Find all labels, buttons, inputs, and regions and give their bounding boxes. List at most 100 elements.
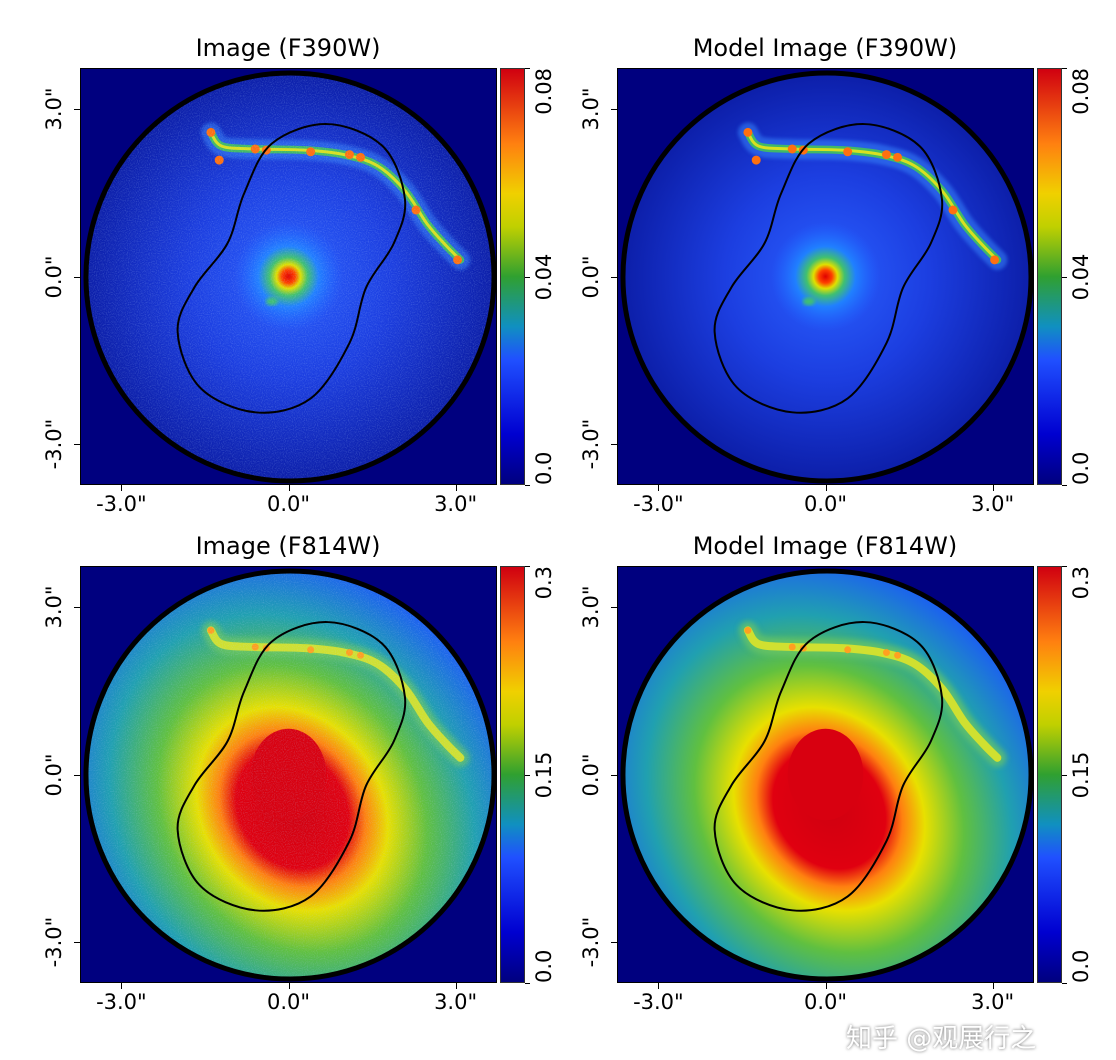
x-tick [121, 485, 123, 491]
y-tick [74, 607, 80, 609]
x-tick-label: 3.0" [971, 990, 1015, 1014]
y-tick-label: 3.0" [579, 87, 603, 131]
y-tick [74, 774, 80, 776]
colorbar [1037, 68, 1062, 485]
y-tick-label: 3.0" [42, 585, 66, 629]
colorbar-tick-label: 0.08 [1069, 68, 1093, 115]
critical-curve [176, 621, 407, 912]
colorbar-tick-label: 0.08 [532, 68, 556, 115]
x-tick [992, 485, 994, 491]
y-tick [611, 276, 617, 278]
arc-knot [893, 152, 903, 162]
y-tick [74, 276, 80, 278]
colorbar [500, 566, 525, 983]
x-tick-label: 0.0" [266, 492, 311, 516]
y-tick [74, 941, 80, 943]
colorbar-tick [1062, 774, 1067, 776]
x-tick [658, 485, 660, 491]
colorbar-tick-label: 0.15 [532, 751, 556, 798]
x-tick-label: 0.0" [266, 990, 311, 1014]
y-tick-label: -3.0" [579, 916, 603, 967]
arc-knot [844, 646, 852, 654]
x-tick-label: 3.0" [971, 492, 1015, 516]
colorbar-tick [1062, 566, 1067, 567]
arc-knot [881, 150, 891, 160]
x-tick-label: -3.0" [96, 492, 147, 516]
critical-curve [713, 621, 944, 912]
x-tick-label: 0.0" [803, 492, 848, 516]
arc-knot [990, 255, 1000, 265]
watermark: 知乎 @观展行之 [846, 1024, 1037, 1054]
image-panel [80, 68, 497, 485]
colorbar-tick-label: 0.04 [532, 253, 556, 300]
mask-boundary [83, 568, 496, 982]
x-tick [288, 983, 290, 989]
x-tick-label: 3.0" [434, 492, 478, 516]
arc-knot [744, 626, 752, 634]
mask-boundary [83, 70, 496, 484]
y-tick [611, 443, 617, 445]
y-tick [74, 109, 80, 111]
x-tick-label: -3.0" [633, 492, 684, 516]
panel-title: Image (F390W) [195, 34, 381, 62]
y-tick-label: 0.0" [579, 254, 603, 299]
arc-knot [948, 205, 958, 215]
source-blob [802, 297, 815, 306]
colorbar-tick [1062, 485, 1067, 486]
colorbar-tick [525, 68, 530, 69]
colorbar-tick [525, 485, 530, 486]
arc-knot [751, 155, 761, 165]
colorbar-tick [525, 983, 530, 984]
colorbar-tick [1062, 276, 1067, 278]
colorbar [1037, 566, 1062, 983]
arc-knot [788, 643, 796, 651]
mask-boundary [620, 70, 1033, 484]
image-panel [80, 566, 497, 983]
colorbar-tick [525, 276, 530, 278]
panel-title: Model Image (F814W) [692, 532, 958, 560]
colorbar-tick-label: 0.3 [1069, 566, 1093, 600]
arc-knot [882, 649, 890, 657]
x-tick [455, 485, 457, 491]
pixel-noise [85, 72, 495, 482]
arc-knot [787, 144, 797, 154]
colorbar-tick-label: 0.0 [1069, 451, 1093, 485]
colorbar-tick-label: 0.15 [1069, 751, 1093, 798]
mask-boundary [620, 568, 1033, 982]
x-tick [658, 983, 660, 989]
y-tick-label: 0.0" [42, 752, 66, 797]
x-tick [992, 983, 994, 989]
y-tick-label: 3.0" [42, 87, 66, 131]
image-panel [617, 68, 1034, 485]
y-tick [611, 941, 617, 943]
x-tick [825, 485, 827, 491]
panel-title: Model Image (F390W) [692, 34, 958, 62]
colorbar-tick [1062, 983, 1067, 984]
arc-knot [743, 127, 753, 137]
y-tick-label: -3.0" [42, 916, 66, 967]
pixel-noise [85, 570, 495, 980]
x-tick [121, 983, 123, 989]
x-tick-label: -3.0" [96, 990, 147, 1014]
colorbar-tick-label: 0.0 [532, 451, 556, 485]
colorbar-tick [1062, 68, 1067, 69]
colorbar-tick [525, 774, 530, 776]
image-panel [617, 566, 1034, 983]
colorbar-tick-label: 0.3 [532, 566, 556, 600]
x-tick-label: 0.0" [803, 990, 848, 1014]
y-tick-label: -3.0" [42, 418, 66, 469]
x-tick-label: 3.0" [434, 990, 478, 1014]
y-tick-label: 3.0" [579, 585, 603, 629]
x-tick-label: -3.0" [633, 990, 684, 1014]
y-tick [74, 443, 80, 445]
colorbar-tick-label: 0.04 [1069, 253, 1093, 300]
y-tick [611, 109, 617, 111]
y-tick [611, 774, 617, 776]
y-tick-label: 0.0" [42, 254, 66, 299]
colorbar-tick-label: 0.0 [532, 949, 556, 983]
arc-knot [894, 651, 902, 659]
colorbar-tick [525, 566, 530, 567]
lens-galaxy [787, 728, 864, 821]
arc-knot [843, 147, 853, 157]
y-tick-label: -3.0" [579, 418, 603, 469]
